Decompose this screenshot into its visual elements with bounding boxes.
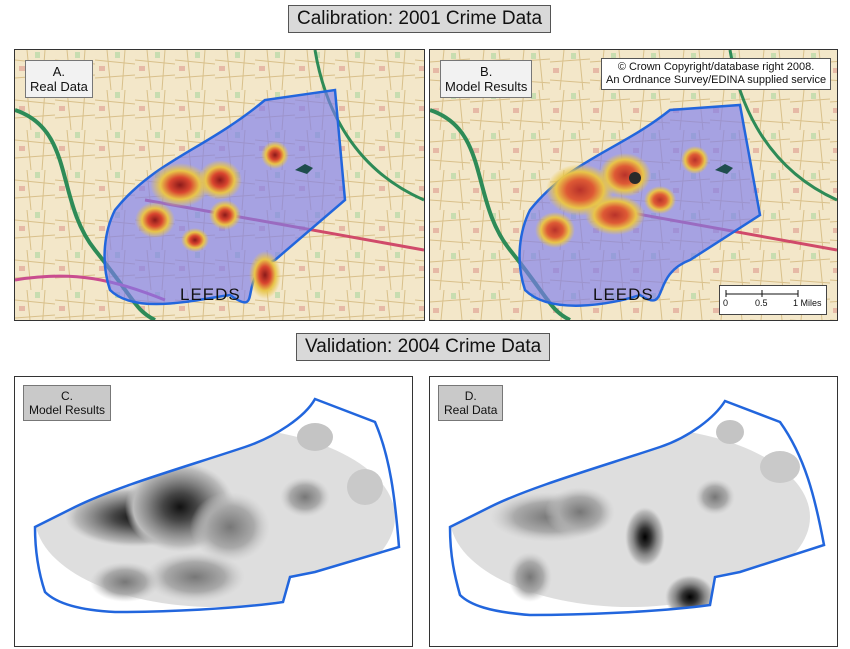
panel-a-map-graphic xyxy=(15,50,424,320)
panel-b-label: B. Model Results xyxy=(440,60,533,98)
panel-d-label: D. Real Data xyxy=(438,385,504,421)
panel-d-density-graphic xyxy=(448,399,826,617)
panel-b-city-label: LEEDS xyxy=(593,285,654,304)
panel-b-map: B. Model Results © Crown Copyright/datab… xyxy=(429,49,838,321)
scale-tick-1: 1 Miles xyxy=(793,298,822,308)
panel-a-label-text: Real Data xyxy=(30,79,88,94)
panel-c-map: C. Model Results xyxy=(14,376,413,647)
validation-title: Validation: 2004 Crime Data xyxy=(296,333,551,361)
scale-bar-ticks xyxy=(725,290,799,297)
panel-d-label-letter: D. xyxy=(464,389,477,403)
panel-a-label: A. Real Data xyxy=(25,60,93,98)
panel-b-map-graphic xyxy=(430,50,837,320)
panel-b-label-text: Model Results xyxy=(445,79,528,94)
panel-c-label-text: Model Results xyxy=(29,403,106,417)
panel-c-label: C. Model Results xyxy=(23,385,112,421)
panel-a-city-label: LEEDS xyxy=(180,285,241,304)
copyright-line-1: © Crown Copyright/database right 2008. xyxy=(617,61,815,73)
calibration-title: Calibration: 2001 Crime Data xyxy=(288,5,552,33)
panel-a-label-letter: A. xyxy=(52,64,66,79)
panel-a-map: A. Real Data LEEDS xyxy=(14,49,425,321)
panel-d-label-text: Real Data xyxy=(444,403,498,417)
panel-d-map: D. Real Data xyxy=(429,376,838,647)
scale-tick-0: 0 xyxy=(723,298,729,308)
panel-b-label-letter: B. xyxy=(480,64,493,79)
scale-tick-half: 0.5 xyxy=(755,298,768,308)
copyright-line-2: An Ordnance Survey/EDINA supplied servic… xyxy=(606,74,827,86)
panel-c-label-letter: C. xyxy=(61,389,74,403)
copyright-notice: © Crown Copyright/database right 2008. A… xyxy=(601,58,832,90)
panel-c-density-graphic xyxy=(33,397,401,614)
scale-bar: 0 0.5 1 Miles xyxy=(719,285,827,315)
